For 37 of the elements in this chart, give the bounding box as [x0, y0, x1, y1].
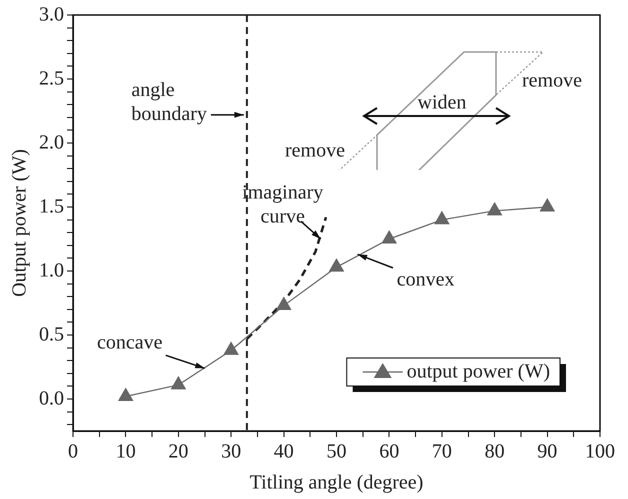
point: [540, 198, 556, 212]
annotation: remove: [285, 140, 346, 162]
annotation: imaginary curve: [242, 181, 324, 228]
point: [276, 296, 292, 310]
point: [486, 202, 502, 216]
y-tick-label: 2.0: [39, 131, 64, 154]
annotation: concave: [96, 332, 163, 354]
point: [118, 387, 134, 401]
annotation: convex: [396, 268, 454, 291]
legend-label: output power (W): [406, 360, 550, 382]
y-tick-label: 0.5: [39, 323, 64, 346]
x-axis-title: Titling angle (degree): [250, 471, 424, 494]
x-tick-label: 40: [274, 440, 294, 462]
annotation: widen: [418, 92, 466, 114]
point: [170, 376, 186, 390]
x-tick-label: 10: [116, 440, 136, 462]
point: [381, 230, 397, 244]
x-tick-label: 30: [221, 440, 242, 462]
x-tick-label: 50: [326, 440, 346, 462]
x-tick-label: 60: [379, 440, 400, 462]
y-axis-title: Output power (W): [8, 149, 30, 297]
x-tick-label: 20: [168, 440, 188, 462]
point: [328, 258, 344, 272]
x-tick-label: 80: [484, 440, 505, 462]
y-tick-label: 0.0: [39, 387, 64, 410]
y-tick-label: 3.0: [39, 3, 64, 26]
annotation: remove: [522, 70, 582, 92]
x-tick-label: 90: [537, 440, 558, 462]
y-tick-label: 1.0: [39, 259, 64, 282]
x-tick-label: 100: [585, 440, 615, 462]
ref-line-label: angle boundary: [131, 79, 207, 126]
x-tick-label: 0: [68, 440, 78, 462]
x-tick-label: 70: [432, 440, 452, 462]
point: [434, 210, 450, 224]
y-tick-label: 2.5: [39, 67, 64, 90]
point: [223, 341, 239, 355]
y-tick-label: 1.5: [39, 195, 64, 218]
